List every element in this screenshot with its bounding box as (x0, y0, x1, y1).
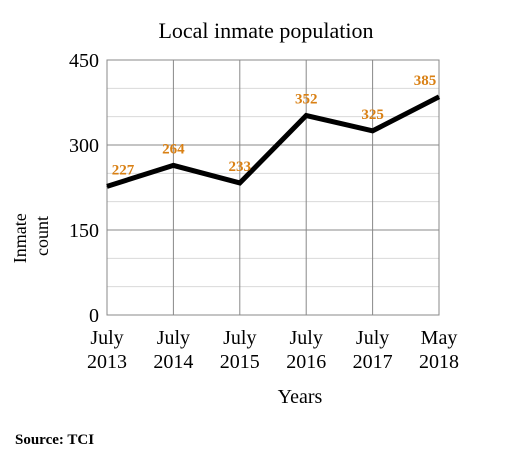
data-label: 385 (414, 73, 437, 89)
x-axis: July 2013 July 2014 July 2015 July 2016 July 2017… (87, 327, 459, 373)
data-point (172, 164, 174, 166)
y-axis: 0 150 300 450 (69, 50, 99, 327)
y-axis-label: Inmate count (10, 209, 52, 263)
source-note: Source: TCI (15, 432, 95, 448)
data-label: 227 (112, 162, 135, 178)
data-label: 352 (295, 92, 318, 108)
y-tick-label: 300 (69, 135, 99, 157)
data-label: 233 (229, 159, 252, 175)
y-tick-label: 150 (69, 220, 99, 242)
data-point (438, 96, 440, 98)
x-tick-label: July 2013 (87, 327, 127, 373)
plot-frame (106, 59, 440, 316)
data-label: 264 (162, 141, 185, 157)
gridlines (107, 60, 439, 315)
x-tick-label: July 2017 (353, 327, 393, 373)
x-tick-label: July 2015 (220, 327, 260, 373)
data-labels: 227 264 233 352 325 385 (112, 73, 437, 179)
chart-title: Local inmate population (158, 18, 373, 43)
data-point (372, 130, 374, 132)
x-tick-label: May 2018 (419, 327, 459, 373)
data-point (239, 182, 241, 184)
y-tick-label: 0 (89, 305, 99, 327)
data-label: 325 (361, 107, 384, 123)
x-tick-label: July 2014 (153, 327, 193, 373)
data-point (106, 185, 108, 187)
data-point (305, 115, 307, 117)
series-group (106, 94, 441, 189)
x-tick-label: July 2016 (286, 327, 326, 373)
x-axis-label: Years (278, 386, 323, 408)
y-tick-label: 450 (69, 50, 99, 72)
series-line (106, 94, 441, 189)
